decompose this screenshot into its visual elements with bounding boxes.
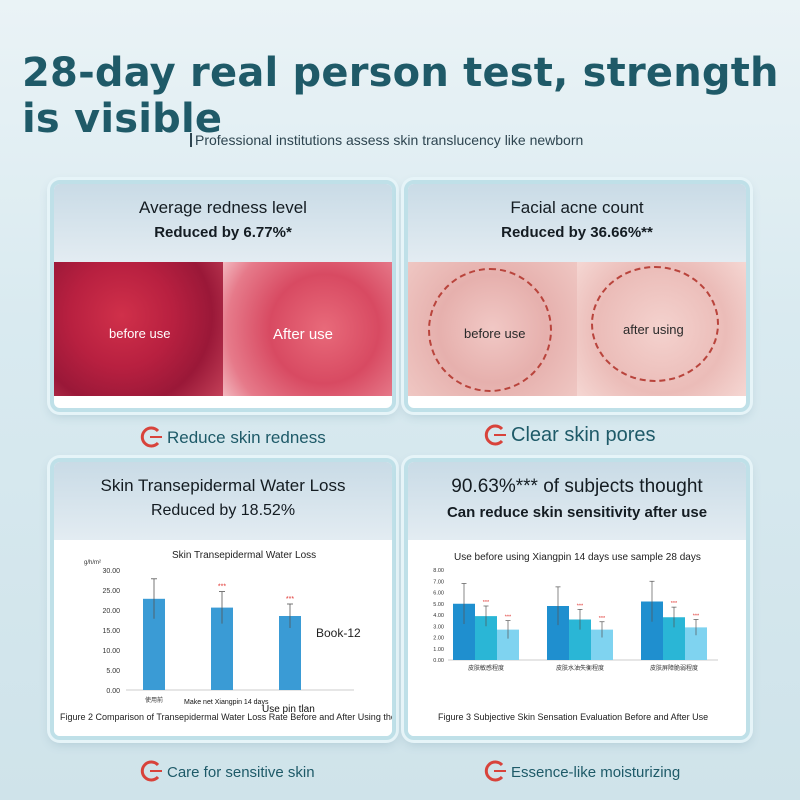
y-unit-label: g/h/m² xyxy=(84,560,101,566)
tewl-side-note: Book-12 xyxy=(316,626,361,640)
acne-caption-text: Clear skin pores xyxy=(511,424,656,446)
significance-mark: *** xyxy=(505,615,512,621)
bar xyxy=(279,616,301,690)
sensitivity-caption: Essence-like moisturizing xyxy=(480,760,680,782)
bar xyxy=(143,598,165,690)
sensitivity-title: 90.63%*** of subjects thought xyxy=(451,476,703,497)
sensitivity-chart: 0.00 1.00 2.00 3.00 4.00 5.00 6.00 7.00 8.00 *** *… xyxy=(433,568,718,672)
tewl-card: Skin Transepidermal Water Loss Reduced b… xyxy=(50,458,396,740)
y-tick-label: 5.00 xyxy=(433,602,444,608)
y-tick-label: 1.00 xyxy=(433,647,444,653)
tewl-card-header: Skin Transepidermal Water Loss Reduced b… xyxy=(54,462,392,540)
x-tick-label: Make net Xiangpin 14 days xyxy=(184,699,269,706)
acne-after-label: after using xyxy=(623,322,684,337)
y-tick-label: 4.00 xyxy=(433,613,444,619)
significance-mark: *** xyxy=(483,600,490,606)
sensitivity-card: 90.63%*** of subjects thought Can reduce… xyxy=(404,458,750,740)
bar xyxy=(641,601,663,660)
significance-mark: *** xyxy=(218,584,226,591)
ring-icon xyxy=(140,426,162,448)
y-tick-label: 0.00 xyxy=(106,688,120,695)
ring-icon xyxy=(484,760,506,782)
x-tick-label: Use pin tlan xyxy=(262,704,315,715)
ring-icon xyxy=(484,424,506,446)
bar xyxy=(497,629,519,660)
redness-before-photo: before use xyxy=(54,262,223,396)
bar xyxy=(591,629,613,660)
y-tick-label: 8.00 xyxy=(433,568,444,574)
x-tick-label: 皮肤屏障脆弱程度 xyxy=(650,664,698,672)
subtitle-bar xyxy=(190,133,192,147)
tewl-caption-text: Care for sensitive skin xyxy=(167,764,315,781)
ring-icon xyxy=(140,760,162,782)
sensitivity-caption-text: Essence-like moisturizing xyxy=(511,764,681,781)
redness-after-label: After use xyxy=(273,326,334,343)
tewl-caption: Care for sensitive skin xyxy=(136,760,315,782)
y-tick-label: 7.00 xyxy=(433,579,444,585)
after-dashed-circle xyxy=(591,266,719,382)
sensitivity-card-header: 90.63%*** of subjects thought Can reduce… xyxy=(408,462,746,540)
tewl-chart: g/h/m² 0.00 5.00 10.00 15.00 20.00 25.00 30.00 *… xyxy=(84,560,354,715)
acne-before-photo: before use xyxy=(408,262,577,396)
x-tick-label: 皮肤敏感程度 xyxy=(468,664,504,672)
bar xyxy=(569,619,591,660)
y-tick-label: 3.00 xyxy=(433,624,444,630)
tewl-stat: Reduced by 18.52% xyxy=(150,502,296,519)
sensitivity-figure-caption: Figure 3 Subjective Skin Sensation Evalu… xyxy=(438,712,709,722)
acne-after-photo: after using xyxy=(577,262,746,396)
tewl-chart-title: Skin Transepidermal Water Loss xyxy=(172,550,317,561)
redness-caption-text: Reduce skin redness xyxy=(167,428,326,447)
subtitle-text: Professional institutions assess skin tr… xyxy=(195,132,584,148)
acne-title: Facial acne count xyxy=(510,198,644,217)
tewl-title: Skin Transepidermal Water Loss xyxy=(100,476,346,495)
acne-stat: Reduced by 36.66%** xyxy=(501,224,653,241)
y-tick-label: 25.00 xyxy=(102,588,120,595)
acne-card-header: Facial acne count Reduced by 36.66%** xyxy=(408,184,746,262)
bar xyxy=(663,617,685,660)
page-title: 28-day real person test, strength is vis… xyxy=(22,50,779,142)
y-tick-label: 20.00 xyxy=(102,608,120,615)
y-tick-label: 6.00 xyxy=(433,591,444,597)
significance-mark: *** xyxy=(599,616,606,622)
before-dashed-circle xyxy=(428,268,552,392)
bar xyxy=(685,627,707,660)
y-tick-label: 30.00 xyxy=(102,568,120,575)
redness-caption: Reduce skin redness xyxy=(136,426,326,448)
x-tick-label: 皮肤水油失衡程度 xyxy=(556,664,604,672)
y-tick-label: 0.00 xyxy=(433,658,444,664)
sensitivity-stat: Can reduce skin sensitivity after use xyxy=(446,504,708,521)
bar xyxy=(453,603,475,660)
sensitivity-chart-area: Use before using Xiangpin 14 days use sa… xyxy=(408,540,746,736)
tewl-chart-area: Skin Transepidermal Water Loss g/h/m² 0.0… xyxy=(54,540,392,736)
y-tick-label: 2.00 xyxy=(433,636,444,642)
acne-caption: Clear skin pores xyxy=(480,424,656,447)
acne-card: Facial acne count Reduced by 36.66%** be… xyxy=(404,180,750,412)
y-tick-label: 5.00 xyxy=(106,668,120,675)
significance-mark: *** xyxy=(671,601,678,607)
bar xyxy=(547,606,569,660)
redness-after-photo: After use xyxy=(223,262,392,396)
redness-stat: Reduced by 6.77%* xyxy=(154,224,292,241)
significance-mark: *** xyxy=(286,596,294,603)
significance-mark: *** xyxy=(577,603,584,609)
page-subtitle: Professional institutions assess skin tr… xyxy=(190,132,583,148)
bar xyxy=(211,607,233,690)
y-tick-label: 15.00 xyxy=(102,628,120,635)
redness-card: Average redness level Reduced by 6.77%* … xyxy=(50,180,396,412)
acne-before-label: before use xyxy=(464,326,526,341)
bar xyxy=(475,616,497,660)
redness-before-label: before use xyxy=(109,326,171,341)
redness-card-header: Average redness level Reduced by 6.77%* xyxy=(54,184,392,262)
significance-mark: *** xyxy=(693,614,700,620)
tewl-figure-caption: Figure 2 Comparison of Transepidermal Wa… xyxy=(60,712,396,722)
sensitivity-chart-title: Use before using Xiangpin 14 days use sa… xyxy=(454,552,701,563)
x-tick-label: 使用前 xyxy=(145,696,163,704)
y-tick-label: 10.00 xyxy=(102,648,120,655)
redness-title: Average redness level xyxy=(139,198,307,217)
